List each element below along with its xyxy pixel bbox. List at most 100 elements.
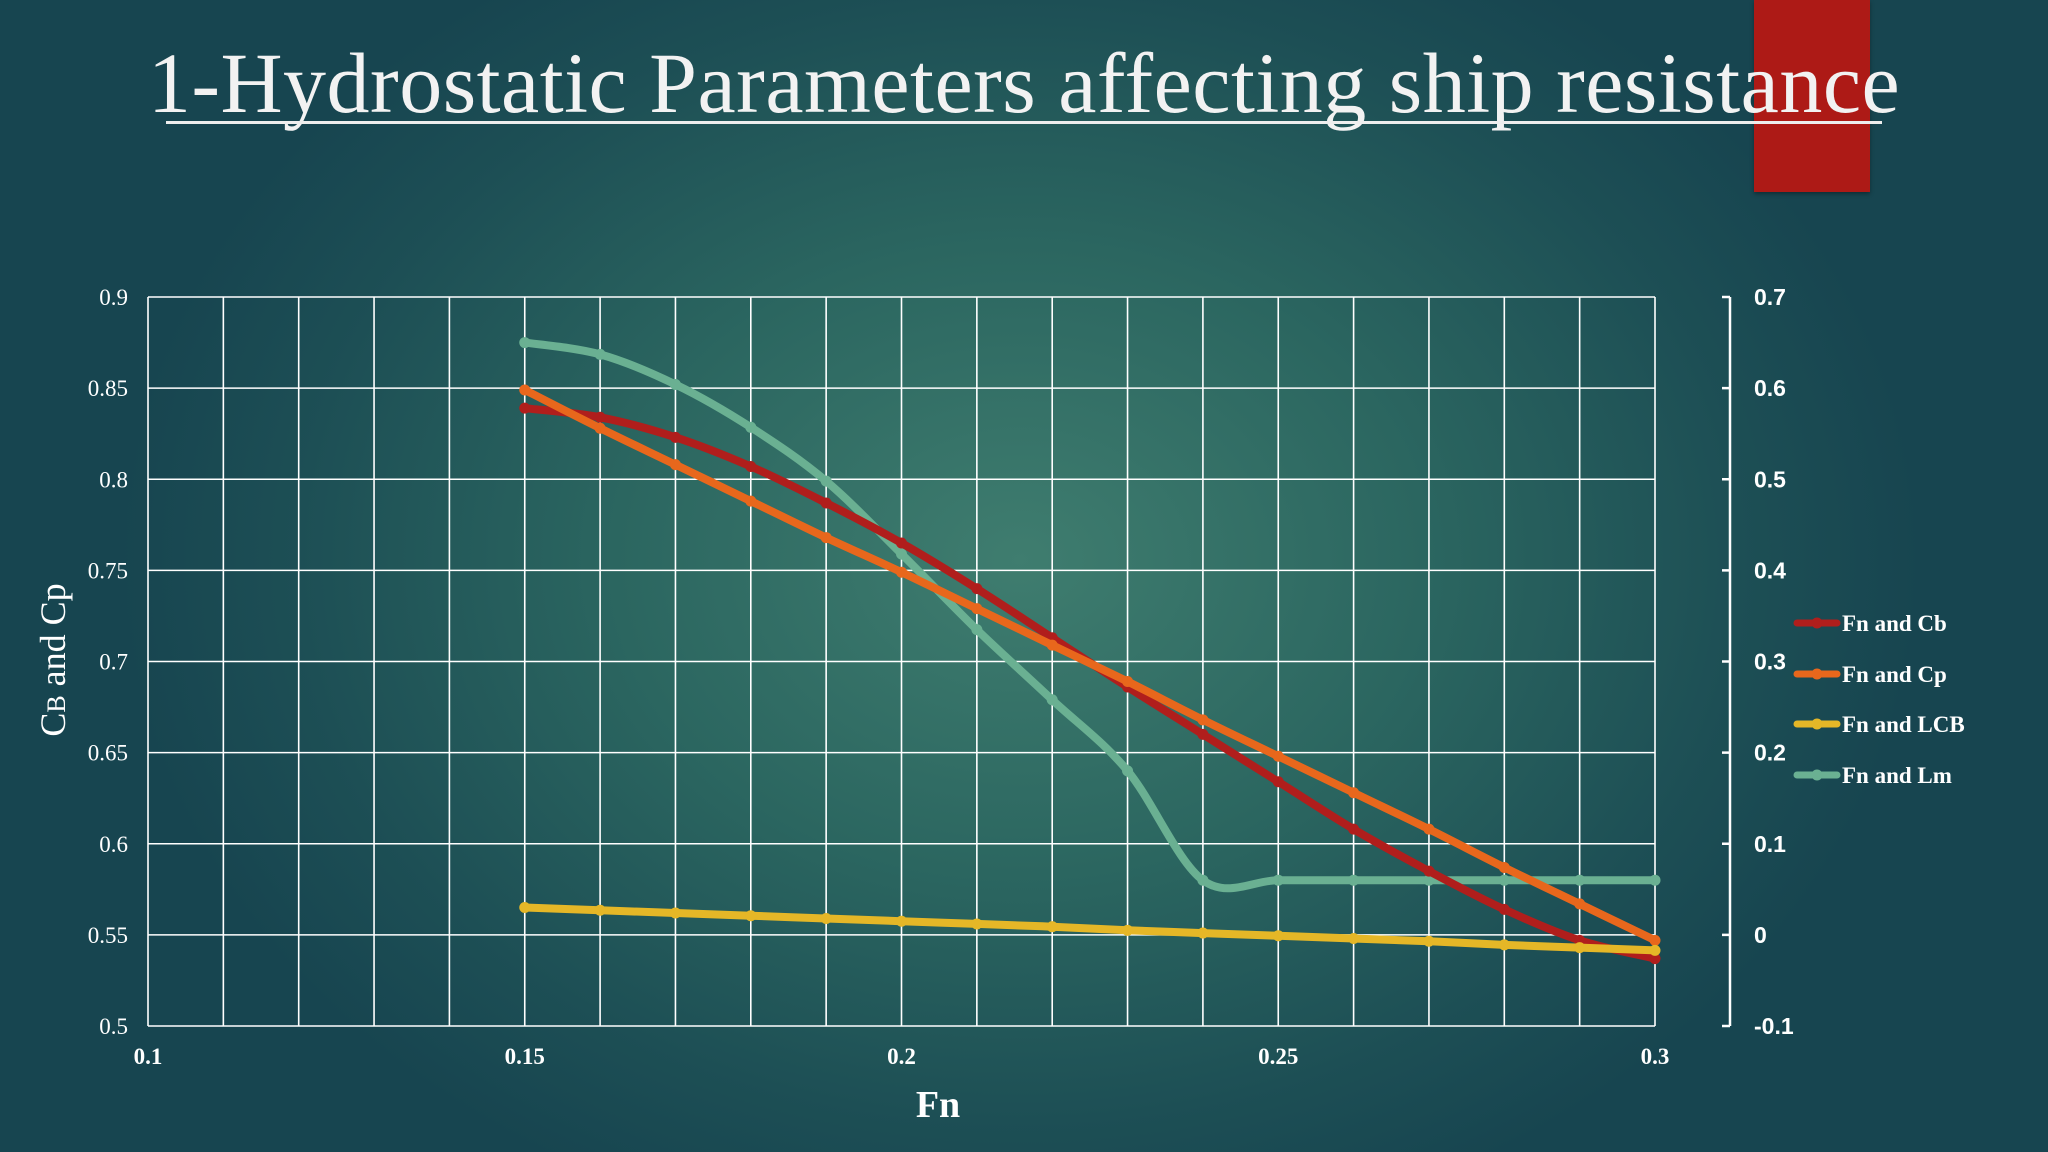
data-point bbox=[669, 459, 681, 471]
data-point bbox=[1574, 874, 1586, 886]
data-point bbox=[1348, 933, 1360, 945]
y2-tick-label: -0.1 bbox=[1754, 1013, 1794, 1039]
x-tick-label: 0.1 bbox=[134, 1044, 163, 1069]
legend-marker bbox=[1811, 769, 1823, 781]
y2-tick-label: 0.1 bbox=[1754, 831, 1786, 857]
legend-item: Fn and Lm bbox=[1793, 763, 1952, 788]
data-point bbox=[1348, 823, 1360, 835]
data-point bbox=[1046, 639, 1058, 651]
x-tick-label: 0.25 bbox=[1258, 1044, 1298, 1069]
data-point bbox=[745, 421, 757, 433]
data-point bbox=[1272, 776, 1284, 788]
y-tick-label: 0.55 bbox=[88, 923, 128, 948]
data-point bbox=[1348, 787, 1360, 799]
series-line bbox=[520, 404, 1659, 963]
data-point bbox=[745, 495, 757, 507]
legend: Fn and Cb Fn and Cp Fn and LCB Fn and Lm bbox=[1793, 611, 1965, 788]
y-tick-label: 0.5 bbox=[99, 1014, 128, 1039]
x-axis-title: Fn bbox=[916, 1084, 960, 1126]
data-point bbox=[1272, 750, 1284, 762]
series-layer bbox=[519, 337, 1661, 965]
data-point bbox=[820, 912, 832, 924]
legend-label: Fn and Cb bbox=[1842, 611, 1947, 636]
x-tick-label: 0.3 bbox=[1641, 1044, 1670, 1069]
accent-bar bbox=[1754, 0, 1870, 192]
legend-marker bbox=[1811, 718, 1823, 730]
data-point bbox=[1046, 694, 1058, 706]
data-point bbox=[1272, 874, 1284, 886]
data-point bbox=[1649, 944, 1661, 956]
y-tick-label: 0.9 bbox=[99, 285, 128, 310]
data-point bbox=[896, 537, 907, 549]
y2-tick-label: 0.2 bbox=[1754, 740, 1786, 766]
data-point bbox=[1197, 874, 1209, 886]
data-point bbox=[1348, 874, 1360, 886]
data-point bbox=[1122, 676, 1134, 688]
data-point bbox=[820, 497, 832, 509]
y2-tick-label: 0.4 bbox=[1754, 557, 1786, 583]
data-point bbox=[669, 431, 681, 443]
data-point bbox=[820, 532, 832, 544]
data-point bbox=[1423, 874, 1435, 886]
legend-label: Fn and Cp bbox=[1842, 662, 1947, 687]
series-fn-and-lm bbox=[519, 337, 1661, 893]
data-point bbox=[1122, 765, 1134, 777]
title-underline bbox=[166, 121, 1882, 124]
series-line bbox=[520, 338, 1659, 893]
data-point bbox=[971, 603, 983, 615]
data-point bbox=[1574, 942, 1586, 954]
data-point bbox=[594, 422, 606, 434]
legend-item: Fn and Cp bbox=[1793, 662, 1947, 687]
data-point bbox=[1498, 874, 1510, 886]
y2-tick-label: 0.7 bbox=[1754, 284, 1786, 310]
data-point bbox=[896, 548, 907, 560]
data-point bbox=[1423, 823, 1435, 835]
y-tick-label: 0.7 bbox=[99, 650, 128, 675]
series-fn-and-lcb bbox=[519, 902, 1661, 956]
y2-tick-label: 0.6 bbox=[1754, 375, 1786, 401]
series-fn-and-cp bbox=[519, 384, 1661, 946]
y2-tick-label: 0.3 bbox=[1754, 649, 1786, 675]
data-point bbox=[1197, 728, 1209, 740]
data-point bbox=[1197, 927, 1209, 939]
legend-marker bbox=[1811, 668, 1823, 680]
data-point bbox=[1649, 934, 1661, 946]
data-point bbox=[1423, 935, 1435, 947]
y-axis-title-main: C bbox=[33, 713, 73, 737]
data-point bbox=[1272, 930, 1284, 942]
data-point bbox=[519, 384, 531, 396]
slide-title: 1-Hydrostatic Parameters affecting ship … bbox=[147, 35, 1901, 131]
data-point bbox=[745, 910, 757, 922]
y-axis-title-rest: and Cp bbox=[33, 583, 73, 695]
legend-label: Fn and LCB bbox=[1842, 712, 1965, 737]
x-tick-label: 0.2 bbox=[887, 1044, 916, 1069]
data-point bbox=[669, 378, 681, 390]
data-point bbox=[519, 402, 531, 414]
data-point bbox=[820, 475, 832, 487]
data-point bbox=[1498, 939, 1510, 951]
data-point bbox=[1122, 924, 1134, 936]
y-tick-label: 0.6 bbox=[99, 832, 128, 857]
data-point bbox=[1498, 903, 1510, 915]
data-point bbox=[896, 566, 907, 578]
data-point bbox=[1498, 861, 1510, 873]
x-tick-label: 0.15 bbox=[505, 1044, 545, 1069]
y-axis-title: CB and Cp bbox=[33, 583, 73, 736]
data-point bbox=[1649, 953, 1661, 965]
data-point bbox=[896, 915, 907, 927]
y-tick-label: 0.85 bbox=[88, 376, 128, 401]
data-point bbox=[1423, 865, 1435, 877]
data-point bbox=[971, 624, 983, 636]
y-axis-title-sub: B bbox=[42, 695, 71, 712]
tick-labels: 0.1 0.15 0.2 0.25 0.3 0.5 0.55 0.6 0.65 0.7 0.75 0.… bbox=[88, 284, 1794, 1069]
data-point bbox=[1197, 714, 1209, 726]
legend-label: Fn and Lm bbox=[1842, 763, 1952, 788]
data-point bbox=[745, 460, 757, 472]
data-point bbox=[971, 918, 983, 930]
legend-item: Fn and LCB bbox=[1793, 712, 1965, 737]
legend-item: Fn and Cb bbox=[1793, 611, 1947, 636]
y-tick-label: 0.75 bbox=[88, 558, 128, 583]
data-point bbox=[1046, 921, 1058, 933]
y-tick-label: 0.65 bbox=[88, 741, 128, 766]
data-point bbox=[669, 907, 681, 919]
